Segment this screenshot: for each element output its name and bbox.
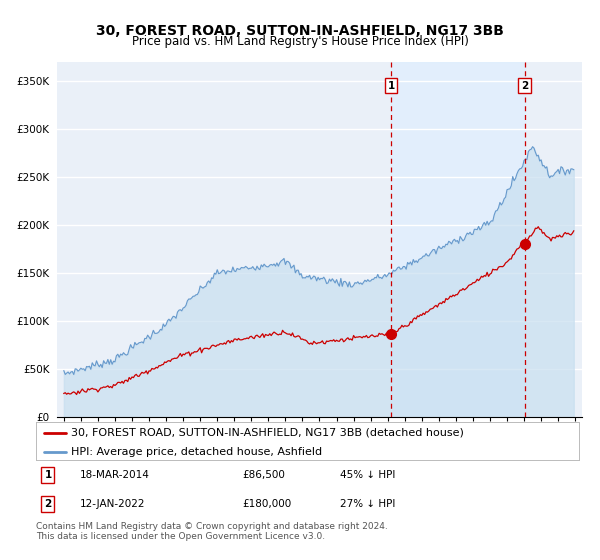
Text: 1: 1 bbox=[388, 81, 395, 91]
Text: Price paid vs. HM Land Registry's House Price Index (HPI): Price paid vs. HM Land Registry's House … bbox=[131, 35, 469, 48]
Text: 27% ↓ HPI: 27% ↓ HPI bbox=[340, 500, 395, 509]
Text: 30, FOREST ROAD, SUTTON-IN-ASHFIELD, NG17 3BB (detached house): 30, FOREST ROAD, SUTTON-IN-ASHFIELD, NG1… bbox=[71, 428, 464, 438]
Text: £86,500: £86,500 bbox=[242, 470, 285, 480]
Text: 12-JAN-2022: 12-JAN-2022 bbox=[79, 500, 145, 509]
Text: HPI: Average price, detached house, Ashfield: HPI: Average price, detached house, Ashf… bbox=[71, 447, 322, 457]
Text: 2: 2 bbox=[521, 81, 529, 91]
Bar bbox=[391, 62, 525, 417]
Text: 30, FOREST ROAD, SUTTON-IN-ASHFIELD, NG17 3BB: 30, FOREST ROAD, SUTTON-IN-ASHFIELD, NG1… bbox=[96, 24, 504, 38]
Text: 2: 2 bbox=[44, 500, 52, 509]
Text: 18-MAR-2014: 18-MAR-2014 bbox=[79, 470, 149, 480]
Text: 45% ↓ HPI: 45% ↓ HPI bbox=[340, 470, 395, 480]
Text: 1: 1 bbox=[44, 470, 52, 480]
Text: £180,000: £180,000 bbox=[242, 500, 292, 509]
Text: Contains HM Land Registry data © Crown copyright and database right 2024.
This d: Contains HM Land Registry data © Crown c… bbox=[36, 522, 388, 542]
